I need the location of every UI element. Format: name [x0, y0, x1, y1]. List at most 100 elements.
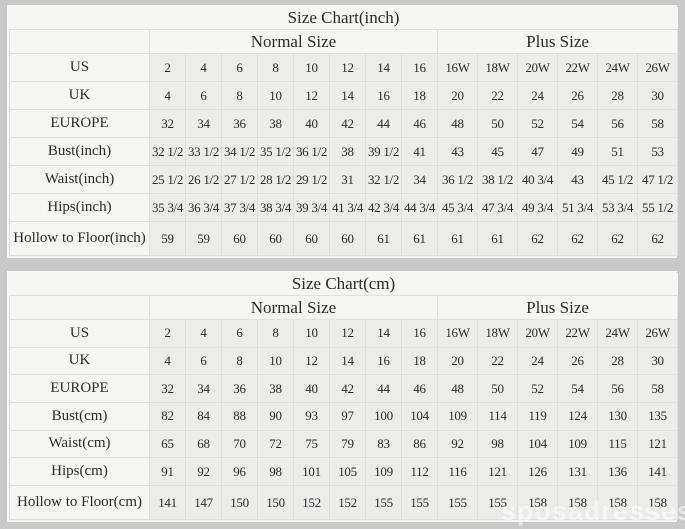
size-cell: 141 — [149, 485, 186, 520]
size-cell: 65 — [149, 429, 186, 459]
size-cell: 55 1/2 — [636, 193, 679, 222]
size-cell: 18W — [477, 53, 518, 82]
size-cell: 60 — [257, 221, 294, 256]
size-cell: 45 — [477, 137, 518, 166]
size-cell: 109 — [557, 429, 598, 459]
table-row: US 2 4 6 8 10 12 14 16 16W 18W 20W 22W 24W 26W — [9, 319, 679, 348]
size-cell: 60 — [221, 221, 258, 256]
size-cell: 91 — [149, 457, 186, 486]
size-cell: 58 — [636, 374, 679, 403]
row-label: US — [9, 319, 150, 348]
size-cell: 61 — [477, 221, 518, 256]
size-cell: 12 — [293, 346, 330, 376]
size-cell: 20W — [517, 53, 558, 82]
size-cell: 6 — [185, 81, 222, 110]
size-cell: 16 — [401, 319, 438, 348]
size-cell: 16W — [437, 319, 478, 348]
row-label: Bust(inch) — [9, 137, 150, 166]
size-cell: 47 3/4 — [477, 193, 518, 222]
size-cell: 35 1/2 — [257, 137, 294, 166]
size-cell: 131 — [557, 457, 598, 486]
size-cell: 34 — [401, 165, 438, 194]
size-cell: 28 — [597, 81, 638, 110]
size-cell: 56 — [597, 374, 638, 403]
size-cell: 10 — [293, 53, 330, 82]
size-cell: 93 — [293, 401, 330, 431]
size-cell: 152 — [329, 485, 366, 520]
size-cell: 59 — [185, 221, 222, 256]
size-cell: 52 — [517, 374, 558, 403]
size-cell: 39 3/4 — [293, 193, 330, 222]
corner-cell — [9, 295, 150, 320]
table-title-row: Size Chart(inch) — [9, 7, 678, 30]
row-label: EUROPE — [9, 109, 150, 138]
size-cell: 46 — [401, 374, 438, 403]
plus-size-header: Plus Size — [436, 29, 679, 54]
size-cell: 10 — [257, 346, 294, 376]
size-cell: 22W — [557, 319, 598, 348]
size-cell: 124 — [557, 401, 598, 431]
size-cell: 46 — [401, 109, 438, 138]
size-cell: 27 1/2 — [221, 165, 258, 194]
size-cell: 16 — [401, 53, 438, 82]
size-cell: 26W — [636, 319, 679, 348]
size-cell: 101 — [293, 457, 330, 486]
size-cell: 114 — [477, 401, 518, 431]
size-cell: 136 — [597, 457, 638, 486]
size-cell: 141 — [636, 457, 679, 486]
table-title-row: Size Chart(cm) — [9, 273, 678, 296]
row-label: UK — [9, 346, 150, 376]
size-cell: 40 3/4 — [517, 165, 558, 194]
size-cell: 45 1/2 — [597, 165, 638, 194]
size-cell: 20W — [517, 319, 558, 348]
size-cell: 22 — [477, 81, 518, 110]
row-label: Waist(inch) — [9, 165, 150, 194]
size-cell: 16W — [437, 53, 478, 82]
size-cell: 72 — [257, 429, 294, 459]
size-cell: 26 1/2 — [185, 165, 222, 194]
size-cell: 36 1/2 — [437, 165, 478, 194]
size-cell: 58 — [636, 109, 679, 138]
size-cell: 109 — [365, 457, 402, 486]
size-cell: 43 — [437, 137, 478, 166]
size-cell: 24W — [597, 53, 638, 82]
size-cell: 54 — [557, 374, 598, 403]
table-row: Hollow to Floor(cm) 141 147 150 150 152 152 155… — [9, 485, 679, 520]
size-cell: 35 3/4 — [149, 193, 186, 222]
size-cell: 8 — [257, 319, 294, 348]
plus-size-header: Plus Size — [436, 295, 679, 320]
size-cell: 53 — [636, 137, 679, 166]
table-row: Hips(cm) 91 92 96 98 101 105 109 112 116 121 126 131… — [9, 457, 679, 486]
size-cell: 34 1/2 — [221, 137, 258, 166]
size-cell: 70 — [221, 429, 258, 459]
size-table: Size Chart(inch) Normal Size Plus Size US 2 4… — [9, 7, 679, 256]
normal-size-header: Normal Size — [149, 29, 438, 54]
size-cell: 97 — [329, 401, 366, 431]
size-cell: 43 — [557, 165, 598, 194]
size-cell: 92 — [437, 429, 478, 459]
size-cell: 119 — [517, 401, 558, 431]
table-row: UK 4 6 8 10 12 14 16 18 20 22 24 26 28 30 — [9, 346, 679, 376]
row-label: Hollow to Floor(inch) — [9, 221, 150, 256]
size-cell: 38 — [257, 374, 294, 403]
size-cell: 121 — [636, 429, 679, 459]
size-cell: 130 — [597, 401, 638, 431]
size-cell: 126 — [517, 457, 558, 486]
row-label: US — [9, 53, 150, 82]
size-cell: 104 — [517, 429, 558, 459]
row-label: Hips(inch) — [9, 193, 150, 222]
table-row: Waist(cm) 65 68 70 72 75 79 83 86 92 98 104 109 115 12… — [9, 429, 679, 459]
table-row: UK 4 6 8 10 12 14 16 18 20 22 24 26 28 30 — [9, 81, 679, 110]
size-cell: 155 — [365, 485, 402, 520]
table-row: Waist(inch) 25 1/2 26 1/2 27 1/2 28 1/2 29 1/… — [9, 165, 679, 194]
size-cell: 51 — [597, 137, 638, 166]
size-cell: 10 — [257, 81, 294, 110]
size-cell: 32 1/2 — [365, 165, 402, 194]
size-cell: 6 — [221, 53, 258, 82]
size-cell: 50 — [477, 374, 518, 403]
size-cell: 150 — [257, 485, 294, 520]
size-cell: 4 — [185, 53, 222, 82]
row-label: EUROPE — [9, 374, 150, 403]
size-chart-inch-table: Size Chart(inch) Normal Size Plus Size US 2 4… — [7, 5, 679, 258]
